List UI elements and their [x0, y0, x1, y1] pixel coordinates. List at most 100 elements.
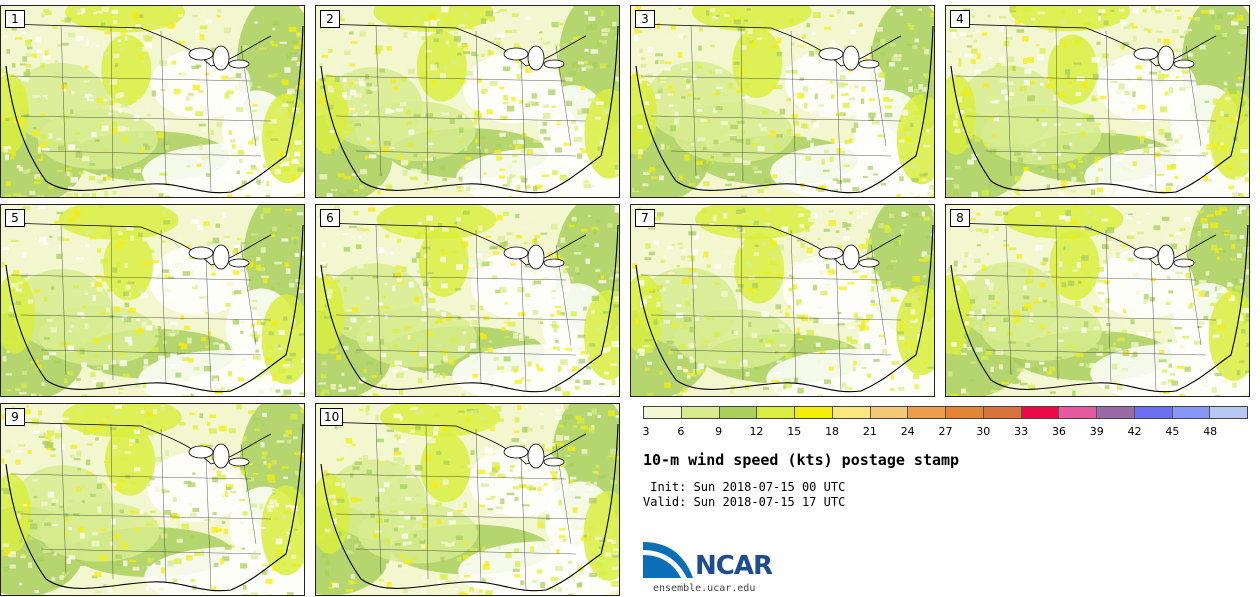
- wind-speckle: [955, 113, 959, 119]
- wind-speckle: [242, 180, 247, 185]
- wind-speckle: [920, 153, 926, 159]
- wind-speckle: [1209, 320, 1217, 326]
- wind-speckle: [763, 223, 768, 228]
- wind-speckle: [15, 388, 21, 392]
- wind-speckle: [708, 160, 712, 164]
- wind-speckle: [657, 59, 665, 65]
- wind-speckle: [382, 433, 390, 439]
- wind-speckle: [1247, 211, 1249, 217]
- wind-speckle: [356, 395, 363, 396]
- wind-speckle: [519, 99, 524, 104]
- wind-speckle: [806, 260, 813, 263]
- wind-speckle: [598, 280, 607, 284]
- wind-speckle: [984, 142, 988, 147]
- wind-speckle: [902, 223, 907, 226]
- wind-speckle: [338, 425, 342, 429]
- wind-speckle: [975, 228, 983, 232]
- wind-speckle: [771, 254, 779, 259]
- wind-speckle: [513, 430, 520, 434]
- wind-speckle: [1147, 143, 1154, 147]
- wind-speckle: [1094, 127, 1098, 132]
- wind-speckle: [341, 372, 345, 377]
- wind-speckle: [485, 235, 492, 238]
- wind-speckle: [1039, 282, 1046, 288]
- wind-speckle: [51, 499, 58, 504]
- wind-speckle: [594, 464, 600, 468]
- wind-speckle: [783, 378, 792, 383]
- wind-speckle: [385, 220, 394, 225]
- wind-speckle: [135, 318, 141, 322]
- wind-speckle: [583, 183, 591, 189]
- wind-speckle: [1235, 239, 1240, 242]
- wind-speckle: [543, 483, 548, 486]
- wind-speckle: [322, 389, 330, 394]
- wind-speckle: [582, 244, 587, 248]
- wind-speckle: [1224, 294, 1232, 299]
- wind-speckle: [258, 375, 262, 378]
- wind-speckle: [1102, 357, 1106, 362]
- wind-speckle: [838, 286, 847, 291]
- wind-speckle: [492, 462, 500, 469]
- wind-speckle: [599, 382, 605, 385]
- wind-speckle: [32, 430, 40, 434]
- wind-speckle: [1194, 17, 1201, 21]
- wind-speckle: [426, 520, 431, 525]
- wind-speckle: [374, 45, 383, 51]
- wind-speckle: [328, 348, 336, 352]
- wind-speckle: [354, 123, 362, 127]
- wind-speckle: [1219, 324, 1227, 330]
- wind-speckle: [691, 249, 699, 256]
- wind-speckle: [558, 499, 562, 506]
- wind-speckle: [484, 184, 493, 188]
- wind-speckle: [932, 163, 934, 170]
- wind-speckle: [747, 220, 755, 224]
- wind-speckle: [640, 299, 648, 304]
- wind-speckle: [1176, 365, 1185, 369]
- wind-speckle: [597, 146, 602, 151]
- wind-speckle: [466, 186, 471, 192]
- wind-speckle: [190, 513, 197, 517]
- wind-speckle: [93, 582, 100, 588]
- wind-speckle: [92, 379, 99, 383]
- wind-speckle: [489, 207, 496, 210]
- wind-speckle: [367, 336, 374, 342]
- wind-speckle: [366, 82, 373, 87]
- wind-speckle: [36, 49, 42, 53]
- wind-speckle: [1024, 68, 1032, 75]
- wind-speckle: [72, 285, 80, 289]
- wind-speckle: [375, 496, 380, 502]
- wind-speckle: [6, 350, 10, 353]
- wind-speckle: [806, 247, 813, 254]
- wind-speckle: [570, 276, 574, 281]
- wind-speckle: [1201, 152, 1209, 155]
- wind-speckle: [318, 382, 326, 385]
- wind-speckle: [36, 557, 45, 562]
- wind-speckle: [47, 491, 55, 498]
- wind-speckle: [1241, 329, 1246, 334]
- wind-speckle: [555, 247, 560, 252]
- wind-speckle: [1186, 52, 1194, 57]
- wind-speckle: [441, 425, 450, 431]
- wind-speckle: [1104, 385, 1110, 390]
- colorbar-swatch: [869, 407, 908, 418]
- wind-speckle: [1205, 164, 1211, 169]
- wind-speckle: [324, 528, 331, 533]
- lake: [1133, 246, 1159, 260]
- wind-speckle: [756, 288, 761, 291]
- wind-speckle: [873, 173, 878, 176]
- wind-speckle: [578, 358, 586, 364]
- wind-speckle: [233, 464, 238, 469]
- wind-speckle: [478, 332, 485, 337]
- wind-speckle: [805, 155, 812, 161]
- wind-speckle: [976, 212, 981, 216]
- wind-speckle: [274, 261, 282, 265]
- wind-speckle: [84, 259, 91, 266]
- wind-speckle: [585, 258, 590, 264]
- wind-speckle: [234, 244, 241, 248]
- wind-speckle: [328, 586, 335, 589]
- wind-speckle: [969, 311, 975, 318]
- wind-speckle: [171, 60, 177, 65]
- wind-speckle: [469, 354, 475, 360]
- wind-speckle: [270, 286, 275, 291]
- wind-speckle: [100, 420, 104, 424]
